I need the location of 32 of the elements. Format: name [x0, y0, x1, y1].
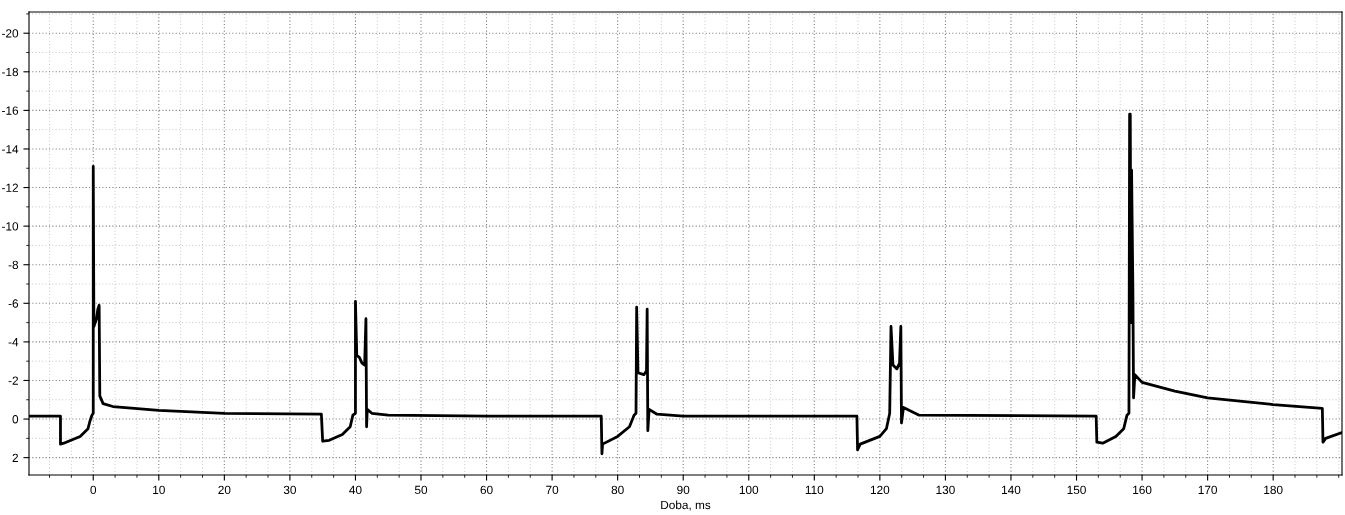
x-tick-label: 20	[218, 485, 231, 495]
x-tick-label: 50	[414, 485, 428, 495]
y-tick-label: -18	[2, 67, 19, 77]
x-tick-label: 130	[936, 485, 955, 495]
y-tick-label: -10	[2, 222, 19, 231]
x-tick-label: 60	[480, 485, 493, 495]
x-tick-label: 70	[546, 485, 559, 495]
x-axis-title: Doba, ms	[661, 500, 711, 511]
x-tick-label: 120	[870, 485, 890, 495]
x-tick-label: 160	[1133, 485, 1152, 495]
y-tick-label: -4	[8, 338, 19, 347]
x-tick-label: 30	[283, 485, 296, 495]
x-tick-label: 80	[611, 485, 624, 495]
x-tick-label: 180	[1264, 485, 1283, 495]
y-tick-label: -6	[8, 299, 19, 308]
y-tick-label: -12	[2, 183, 18, 192]
x-tick-label: 90	[677, 485, 690, 495]
x-tick-label: 170	[1198, 485, 1218, 495]
x-tick-label: 140	[1002, 485, 1021, 495]
y-tick-label: 0	[12, 415, 19, 424]
x-tick-label: 150	[1067, 485, 1086, 495]
y-tick-label: -2	[8, 376, 18, 385]
x-tick-label: 0	[90, 485, 97, 495]
x-tick-label: 100	[739, 485, 759, 495]
x-tick-label: 40	[349, 485, 362, 495]
y-tick-label: -8	[8, 260, 19, 270]
y-tick-label: -20	[2, 29, 19, 38]
x-tick-label: 110	[805, 485, 824, 495]
x-tick-label: 10	[153, 485, 165, 495]
y-tick-label: 2	[12, 453, 18, 462]
y-tick-label: -16	[2, 106, 19, 115]
y-tick-label: -14	[2, 145, 19, 154]
